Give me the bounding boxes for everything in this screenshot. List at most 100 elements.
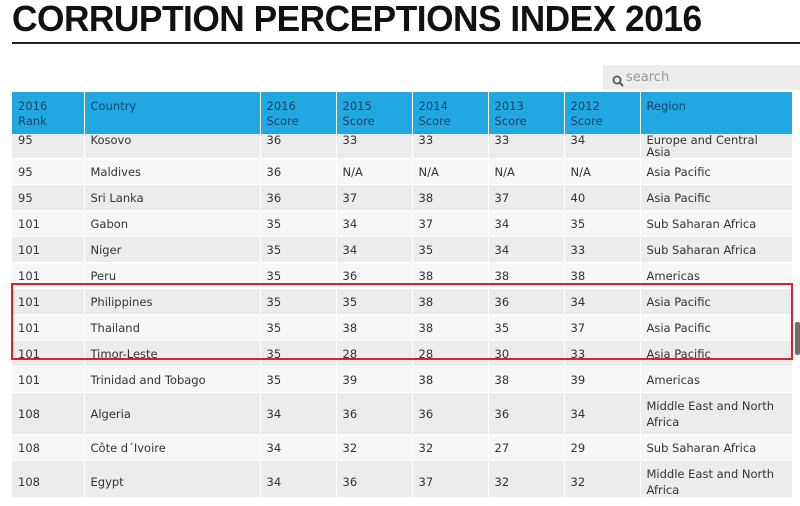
cell-region: Asia Pacific (640, 288, 792, 315)
table-row: 101 Peru 35 36 38 38 38 Americas (12, 262, 792, 289)
cell-rank: 95 (12, 158, 85, 185)
table-row: 108 Algeria 34 36 36 36 34 Middle East and Nort… (12, 392, 792, 435)
column-header-label: 2012 (570, 99, 600, 113)
table-row: 101 Thailand 35 38 38 35 37 Asia Pacific (12, 314, 792, 341)
cell-country: Niger (84, 236, 261, 263)
cell-region: Asia Pacific (640, 184, 792, 211)
column-header-label: 2014 (418, 99, 448, 113)
cell-s2015: 36 (336, 392, 413, 435)
cell-s2012: 37 (564, 314, 641, 341)
cell-s2014: 35 (412, 236, 489, 263)
cell-rank: 101 (12, 236, 85, 263)
cell-rank: 95 (12, 134, 85, 159)
cell-rank: 101 (12, 262, 85, 289)
search-icon (612, 72, 624, 87)
cell-s2014: 36 (412, 392, 489, 435)
table-row: 95 Maldives 36 N/A N/A N/A N/A Asia Pacific (12, 158, 792, 185)
cell-s2013: 34 (488, 236, 565, 263)
cell-s2012: 34 (564, 288, 641, 315)
cell-region: Asia Pacific (640, 158, 792, 185)
cell-s2014: 38 (412, 184, 489, 211)
cell-s2014: 38 (412, 288, 489, 315)
cell-s2013: 30 (488, 340, 565, 367)
cell-s2013: 33 (488, 134, 565, 159)
cell-s2016: 36 (260, 134, 337, 159)
cell-s2012: 32 (564, 460, 641, 497)
column-header-sublabel: Score (342, 114, 375, 128)
cell-s2012: 38 (564, 262, 641, 289)
cell-s2016: 36 (260, 158, 337, 185)
cell-country: Trinidad and Tobago (84, 366, 261, 393)
cell-rank: 101 (12, 340, 85, 367)
table-row: 101 Philippines 35 35 38 36 34 Asia Pacific (12, 288, 792, 315)
scrollbar-thumb[interactable] (795, 322, 800, 355)
table-row: 101 Timor-Leste 35 28 28 30 33 Asia Pacific (12, 340, 792, 367)
cell-s2015: 38 (336, 314, 413, 341)
column-header-s2013[interactable]: 2013 Score (488, 92, 565, 134)
cell-s2013: N/A (488, 158, 565, 185)
column-header-s2012[interactable]: 2012 Score (564, 92, 641, 134)
cell-s2016: 34 (260, 392, 337, 435)
cell-s2014: N/A (412, 158, 489, 185)
search-box[interactable] (603, 65, 800, 90)
column-header-s2015[interactable]: 2015 Score (336, 92, 413, 134)
cell-s2013: 36 (488, 288, 565, 315)
cell-region: Sub Saharan Africa (640, 236, 792, 263)
cell-s2013: 34 (488, 210, 565, 237)
search-input[interactable] (624, 70, 796, 85)
cell-country: Maldives (84, 158, 261, 185)
cell-s2014: 32 (412, 434, 489, 461)
cell-s2015: 34 (336, 236, 413, 263)
cell-country: Sri Lanka (84, 184, 261, 211)
cell-s2015: 34 (336, 210, 413, 237)
cell-s2016: 35 (260, 210, 337, 237)
cpi-table: 2016 Rank Country 2016 Score 2015 Score 2014 Sco… (12, 92, 792, 497)
cell-region: Sub Saharan Africa (640, 434, 792, 461)
cell-s2013: 27 (488, 434, 565, 461)
column-header-label: Region (646, 99, 686, 113)
column-header-s2016[interactable]: 2016 Score (260, 92, 337, 134)
cell-s2012: 33 (564, 340, 641, 367)
cell-s2015: N/A (336, 158, 413, 185)
cell-s2016: 35 (260, 288, 337, 315)
cell-rank: 108 (12, 460, 85, 497)
cell-s2012: 39 (564, 366, 641, 393)
table-row: 101 Niger 35 34 35 34 33 Sub Saharan Africa (12, 236, 792, 263)
column-header-country[interactable]: Country (84, 92, 261, 134)
cell-country: Thailand (84, 314, 261, 341)
cell-s2013: 38 (488, 366, 565, 393)
table-row: 108 Egypt 34 36 37 32 32 Middle East and North … (12, 460, 792, 497)
cell-s2012: 35 (564, 210, 641, 237)
table-row: 108 Côte d´Ivoire 34 32 32 27 29 Sub Saharan Af… (12, 434, 792, 461)
cell-s2014: 38 (412, 366, 489, 393)
column-header-s2014[interactable]: 2014 Score (412, 92, 489, 134)
cell-s2014: 28 (412, 340, 489, 367)
cell-s2016: 35 (260, 314, 337, 341)
cpi-table-container[interactable]: 2016 Rank Country 2016 Score 2015 Score 2014 Sco… (12, 92, 792, 497)
cell-s2012: 33 (564, 236, 641, 263)
cell-s2012: 34 (564, 392, 641, 435)
column-header-label: 2016 (266, 99, 296, 113)
column-header-region[interactable]: Region (640, 92, 792, 134)
column-header-label: Country (90, 99, 137, 113)
column-header-sublabel: Score (494, 114, 527, 128)
cell-s2015: 36 (336, 262, 413, 289)
cell-s2015: 32 (336, 434, 413, 461)
cell-s2013: 37 (488, 184, 565, 211)
column-header-label: 2016 (18, 99, 48, 113)
table-row: 95 Sri Lanka 36 37 38 37 40 Asia Pacific (12, 184, 792, 211)
cell-rank: 101 (12, 210, 85, 237)
cell-s2012: 34 (564, 134, 641, 159)
column-header-rank[interactable]: 2016 Rank (12, 92, 85, 134)
cell-s2013: 36 (488, 392, 565, 435)
cell-s2015: 39 (336, 366, 413, 393)
page-title: CORRUPTION PERCEPTIONS INDEX 2016 (12, 0, 702, 39)
table-row: 95 Kosovo 36 33 33 33 34 Europe and Central Asi… (12, 134, 792, 159)
cell-country: Kosovo (84, 134, 261, 159)
cell-region: Asia Pacific (640, 340, 792, 367)
cell-country: Algeria (84, 392, 261, 435)
cell-rank: 95 (12, 184, 85, 211)
cell-s2013: 35 (488, 314, 565, 341)
table-header-row: 2016 Rank Country 2016 Score 2015 Score 2014 Sco… (12, 92, 792, 134)
cell-s2013: 32 (488, 460, 565, 497)
